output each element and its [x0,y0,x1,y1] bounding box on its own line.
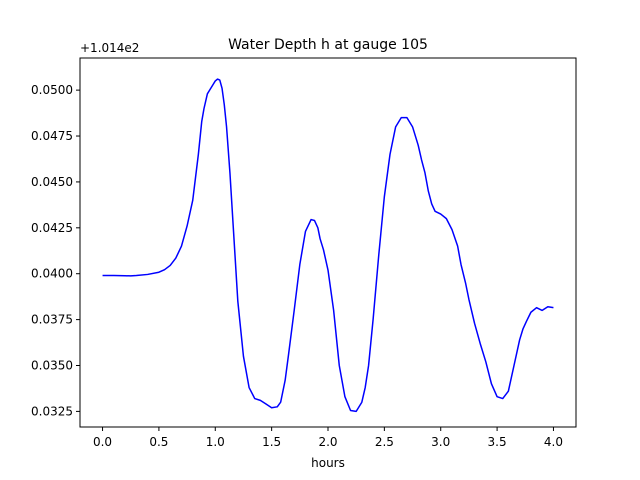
y-tick-label: 0.0350 [31,359,73,373]
series-line-0 [102,78,554,413]
y-tick-label: 0.0475 [31,129,73,143]
x-axis-label: hours [311,456,345,470]
x-tick-label: 0.0 [93,435,112,449]
x-tick-label: 2.5 [375,435,394,449]
x-tick-label: 4.0 [544,435,563,449]
x-tick-label: 2.0 [318,435,337,449]
x-tick-label: 0.5 [149,435,168,449]
y-tick-label: 0.0500 [31,83,73,97]
x-axis: 0.0 0.5 1.0 1.5 2.0 2.5 3.0 3.5 4.0 [93,427,563,449]
y-axis: 0.0325 0.0350 0.0375 0.0400 0.0425 0.0450 0.04… [31,83,80,418]
x-tick-label: 3.5 [488,435,507,449]
plot-area [102,78,554,413]
x-tick-label: 1.5 [262,435,281,449]
y-tick-label: 0.0425 [31,221,73,235]
chart-title: Water Depth h at gauge 105 [228,37,428,53]
y-tick-label: 0.0450 [31,175,73,189]
y-tick-label: 0.0375 [31,313,73,327]
y-tick-label: 0.0325 [31,404,73,418]
y-axis-offset-label: +1.014e2 [80,41,139,55]
y-tick-label: 0.0400 [31,267,73,281]
x-tick-label: 1.0 [206,435,225,449]
x-tick-label: 3.0 [431,435,450,449]
